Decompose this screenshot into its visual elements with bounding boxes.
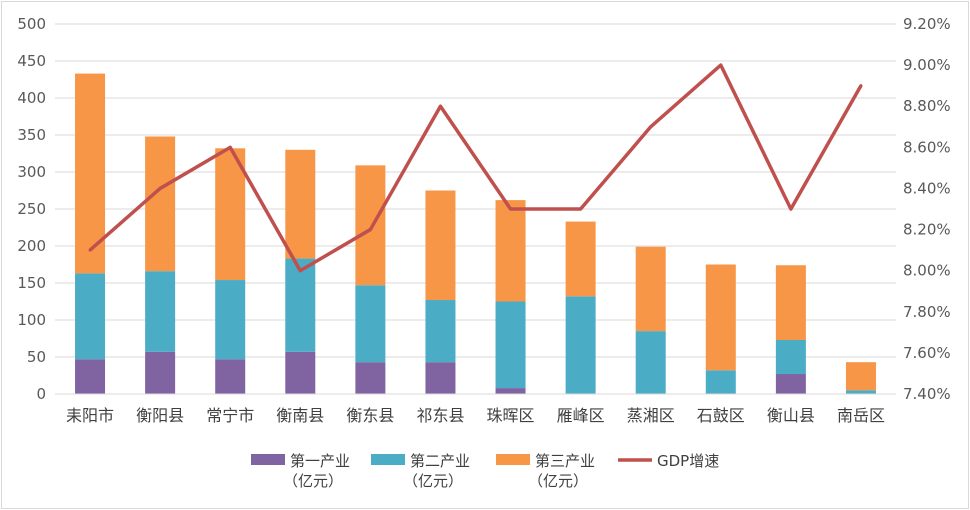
bar-segment — [495, 200, 526, 302]
bars — [75, 73, 876, 394]
gdp-point — [509, 207, 513, 211]
bar-segment — [215, 148, 246, 281]
y-right-tick-label: 7.80% — [903, 303, 951, 321]
gdp-point — [158, 186, 162, 190]
gdp-point — [88, 248, 92, 252]
bar-segment — [425, 362, 456, 394]
legend-label-unit: （亿元） — [403, 472, 463, 490]
x-tick-label: 常宁市 — [206, 406, 254, 425]
legend-label-unit: （亿元） — [528, 472, 588, 490]
x-tick-label: 衡山县 — [767, 406, 815, 425]
gdp-line — [88, 63, 863, 273]
x-tick-label: 衡阳县 — [136, 406, 184, 425]
y-right-tick-label: 8.20% — [903, 221, 951, 239]
y-left-tick-label: 150 — [17, 274, 46, 292]
y-right-tick-label: 8.60% — [903, 138, 951, 156]
bar-segment — [495, 301, 526, 389]
bar-segment — [495, 388, 526, 394]
y-right-tick-label: 8.00% — [903, 262, 951, 280]
bar-segment — [285, 258, 316, 352]
y-left-tick-label: 200 — [17, 237, 46, 255]
gdp-point — [298, 269, 302, 273]
x-tick-label: 衡南县 — [276, 406, 324, 425]
bar-segment — [355, 362, 386, 394]
bar-segment — [145, 271, 176, 352]
y-right-tick-label: 7.60% — [903, 344, 951, 362]
y-right-tick-label: 8.40% — [903, 179, 951, 197]
bar-segment — [145, 136, 176, 272]
y-right-tick-label: 8.80% — [903, 97, 951, 115]
bar-segment — [75, 73, 106, 274]
bar-segment — [285, 351, 316, 394]
bar-segment — [425, 300, 456, 363]
legend-label: 第一产业 — [290, 452, 350, 470]
gridlines — [55, 23, 896, 395]
legend-swatch — [251, 454, 285, 465]
bar-segment — [775, 374, 806, 394]
bar-segment — [565, 296, 596, 394]
bar-segment — [635, 331, 666, 394]
bar-segment — [775, 265, 806, 340]
y-left-tick-label: 100 — [17, 311, 46, 329]
y-left-tick-label: 300 — [17, 163, 46, 181]
y-left-tick-label: 0 — [36, 385, 46, 403]
gdp-growth-line — [88, 63, 863, 273]
bar-segment — [705, 370, 736, 394]
x-tick-label: 耒阳市 — [66, 406, 114, 425]
bar-segment — [75, 273, 106, 360]
bar-segment — [705, 264, 736, 371]
bar-segment — [215, 359, 246, 394]
y-left-tick-label: 500 — [17, 15, 46, 33]
legend-swatch — [496, 454, 530, 465]
y-right-tick-label: 7.40% — [903, 385, 951, 403]
x-tick-label: 蒸湘区 — [627, 406, 675, 425]
bar-segment — [355, 165, 386, 286]
bar-segment — [635, 246, 666, 332]
legend-label-unit: （亿元） — [283, 472, 343, 490]
x-tick-label: 雁峰区 — [557, 406, 605, 425]
y-left-tick-label: 250 — [17, 200, 46, 218]
gdp-point — [228, 145, 232, 149]
y-left-tick-label: 50 — [27, 348, 46, 366]
x-tick-label: 珠晖区 — [487, 406, 535, 425]
legend-label: 第三产业 — [535, 452, 595, 470]
gdp-point — [719, 63, 723, 67]
gdp-point — [368, 228, 372, 232]
gdp-point — [859, 84, 863, 88]
x-axis: 耒阳市 衡阳县 常宁市 衡南县 衡东县 祁东县 珠晖区 雁峰区 蒸湘区 石鼓区 衡山县 南岳区 — [55, 393, 896, 425]
bar-segment — [425, 190, 456, 301]
x-tick-label: 祁东县 — [416, 406, 464, 425]
right-axis: 7.40% 7.60% 7.80% 8.00% 8.20% 8.40% 8.60% 8.80%… — [903, 15, 951, 403]
bar-segment — [75, 359, 106, 394]
legend: 第一产业 （亿元） 第二产业 （亿元） 第三产业 （亿元） GDP增速 — [251, 452, 719, 490]
bar-segment — [145, 351, 176, 394]
y-right-tick-label: 9.20% — [903, 15, 951, 33]
legend-label: 第二产业 — [410, 452, 470, 470]
legend-swatch — [371, 454, 405, 465]
gdp-point — [649, 125, 653, 129]
bar-segment — [845, 390, 876, 394]
legend-label: GDP增速 — [657, 452, 719, 470]
y-right-tick-label: 9.00% — [903, 56, 951, 74]
bar-segment — [355, 285, 386, 363]
y-left-tick-label: 450 — [17, 52, 46, 70]
gdp-point — [789, 207, 793, 211]
x-tick-label: 衡东县 — [346, 406, 394, 425]
bar-segment — [565, 221, 596, 297]
bar-segment — [285, 149, 316, 259]
bar-segment — [775, 339, 806, 375]
gdp-point — [579, 207, 583, 211]
y-left-tick-label: 400 — [17, 89, 46, 107]
bar-segment — [215, 280, 246, 360]
gdp-point — [438, 104, 442, 108]
bar-segment — [845, 362, 876, 391]
x-tick-label: 石鼓区 — [697, 406, 745, 425]
y-left-tick-label: 350 — [17, 126, 46, 144]
x-tick-label: 南岳区 — [837, 406, 885, 425]
left-axis: 0 50 100 150 200 250 300 350 400 450 500 — [17, 15, 46, 403]
